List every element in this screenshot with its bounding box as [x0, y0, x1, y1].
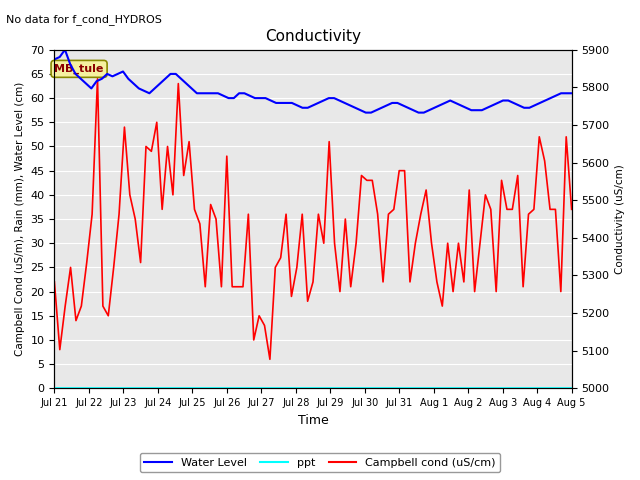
- X-axis label: Time: Time: [298, 414, 328, 427]
- Y-axis label: Conductivity (uS/cm): Conductivity (uS/cm): [615, 164, 625, 274]
- Legend: Water Level, ppt, Campbell cond (uS/cm): Water Level, ppt, Campbell cond (uS/cm): [140, 453, 500, 472]
- Text: MB_tule: MB_tule: [54, 64, 104, 74]
- Text: No data for f_cond_HYDROS: No data for f_cond_HYDROS: [6, 14, 163, 25]
- Y-axis label: Campbell Cond (uS/m), Rain (mm), Water Level (cm): Campbell Cond (uS/m), Rain (mm), Water L…: [15, 82, 25, 356]
- Title: Conductivity: Conductivity: [265, 29, 361, 44]
